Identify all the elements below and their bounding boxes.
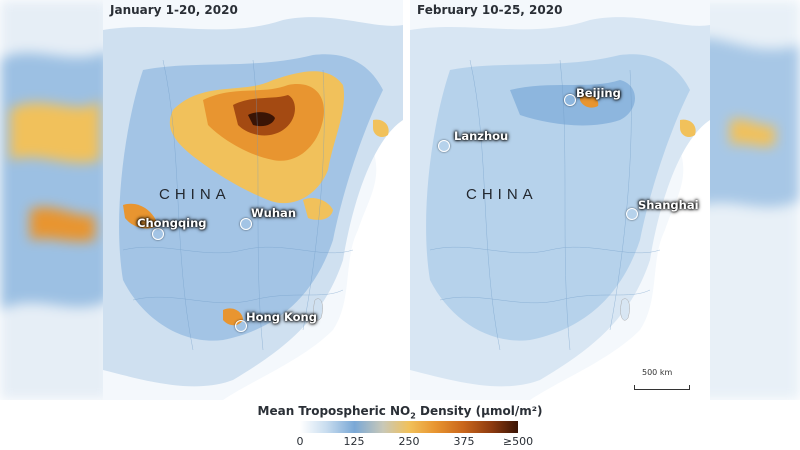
- city-marker-hong-kong: [235, 320, 247, 332]
- legend-color-ramp: [300, 421, 518, 433]
- legend-tick-0: 0: [296, 435, 304, 448]
- legend-tick-125: 125: [343, 435, 365, 448]
- city-label-beijing: Beijing: [576, 86, 621, 100]
- map-panel-february: February 10-25, 2020 CHINA Lanzhou Beiji…: [410, 0, 710, 400]
- country-label-china-left: CHINA: [159, 186, 231, 203]
- panel-date-january: January 1-20, 2020: [110, 3, 238, 17]
- city-label-lanzhou: Lanzhou: [454, 129, 509, 143]
- legend-title-subscript: 2: [410, 411, 416, 421]
- legend-tick-375: 375: [453, 435, 475, 448]
- city-marker-beijing: [564, 94, 576, 106]
- panel-date-february: February 10-25, 2020: [417, 3, 563, 17]
- legend-title: Mean Tropospheric NO2 Density (μmol/m²): [0, 404, 800, 420]
- legend-tick-250: 250: [398, 435, 420, 448]
- scale-bar: 500 km: [634, 368, 700, 390]
- city-marker-lanzhou: [438, 140, 450, 152]
- scale-bar-line: [634, 385, 690, 390]
- map-january-svg: [103, 0, 403, 400]
- city-label-wuhan: Wuhan: [251, 206, 297, 220]
- city-label-chongqing: Chongqing: [137, 216, 207, 230]
- map-panel-january: January 1-20, 2020 CHINA Chongqing Wuhan…: [103, 0, 403, 400]
- city-marker-shanghai: [626, 208, 638, 220]
- scale-bar-label: 500 km: [642, 368, 673, 377]
- blurred-background-left: [0, 0, 110, 400]
- legend-tick-500: ≥500: [502, 435, 534, 448]
- legend-title-prefix: Mean Tropospheric NO: [257, 404, 411, 418]
- city-label-shanghai: Shanghai: [638, 198, 699, 212]
- country-label-china-right: CHINA: [466, 186, 538, 203]
- city-marker-wuhan: [240, 218, 252, 230]
- city-marker-chongqing: [152, 228, 164, 240]
- legend-title-suffix: Density (μmol/m²): [415, 404, 543, 418]
- city-label-hong-kong: Hong Kong: [246, 310, 317, 324]
